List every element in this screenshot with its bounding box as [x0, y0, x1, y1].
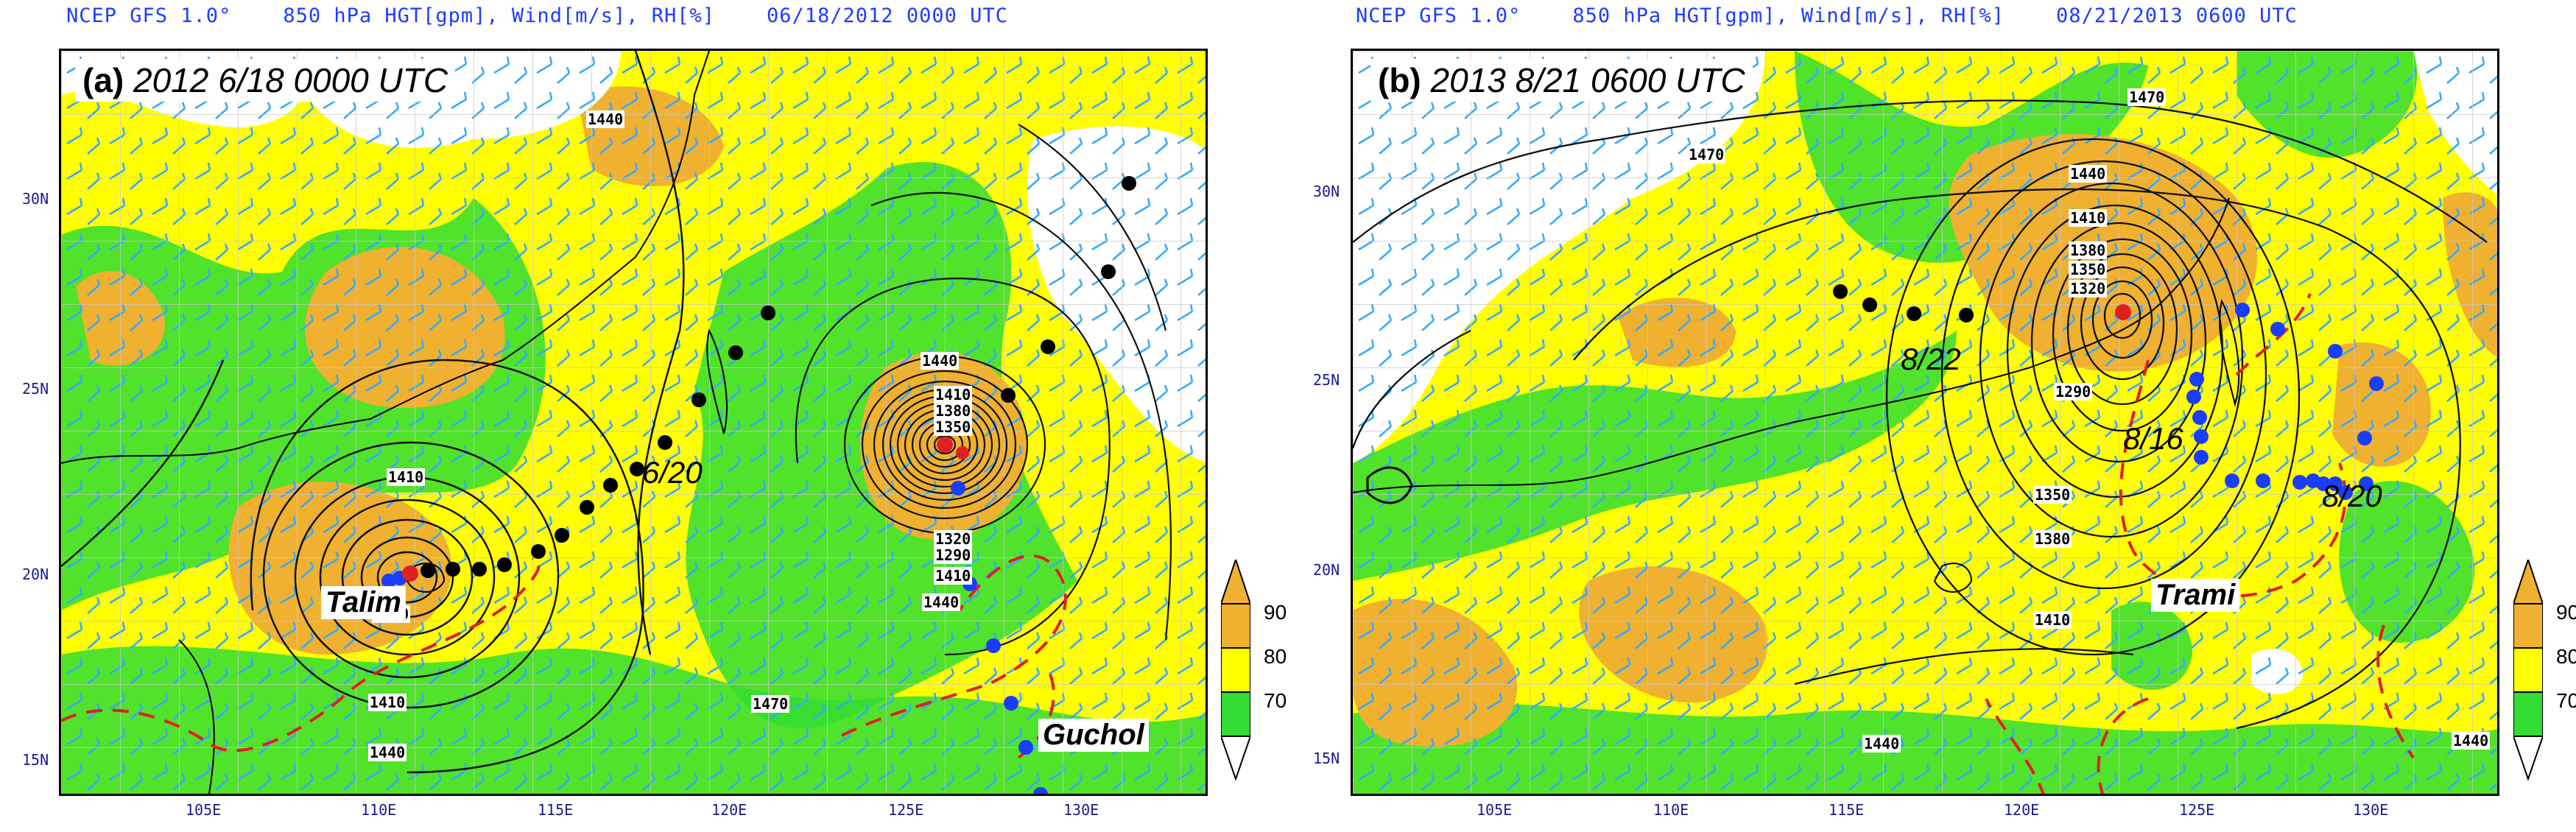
date-label: 8/16: [2123, 421, 2183, 456]
header-datetime: 06/18/2012 0000 UTC: [767, 4, 1008, 27]
panel-header: NCEP GFS 1.0° 850 hPa HGT[gpm], Wind[m/s]…: [1356, 4, 2349, 27]
lat-label: 30N: [1313, 183, 1340, 200]
lat-label: 15N: [1313, 750, 1340, 767]
lon-label: 110E: [1653, 801, 1689, 819]
legend-tick: 80: [1264, 645, 1287, 668]
contour-label: 1380: [2033, 530, 2072, 548]
map-graphic: [61, 51, 1206, 794]
lon-label: 115E: [1829, 801, 1865, 819]
track-talim: [381, 306, 775, 588]
header-fields: 850 hPa HGT[gpm], Wind[m/s], RH[%]: [283, 4, 716, 27]
track-trami-future: [2186, 303, 2384, 500]
lon-label: 130E: [1063, 801, 1099, 819]
contour-label: 1350: [2069, 261, 2108, 278]
lon-label: 120E: [2004, 801, 2040, 819]
legend-tick: 90: [1264, 601, 1287, 624]
coastline-hainan: [1933, 563, 1973, 593]
lon-label: 125E: [888, 801, 924, 819]
storm-label-trami: Trami: [2151, 579, 2240, 612]
lon-label: 120E: [711, 801, 747, 819]
date-label: 6/20: [642, 455, 703, 490]
contour-label: 1470: [1687, 146, 1726, 163]
panel-letter: (a): [82, 61, 124, 99]
contour-label: 1410: [2033, 611, 2072, 629]
legend-colorbar: [2512, 557, 2544, 782]
coastline-taiwan: [2219, 299, 2240, 407]
lat-label: 15N: [22, 751, 49, 769]
lat-label: 25N: [22, 380, 49, 398]
lat-label: 20N: [1313, 561, 1340, 579]
map-graphic: [1353, 51, 2497, 794]
contour-label: 1320: [2069, 280, 2108, 297]
panel-header: NCEP GFS 1.0° 850 hPa HGT[gpm], Wind[m/s]…: [66, 4, 1060, 27]
lon-label: 110E: [361, 801, 397, 819]
contour-label: 1410: [934, 386, 973, 403]
contour-label: 1440: [368, 744, 407, 761]
contour-label: 1290: [2054, 383, 2093, 401]
contour-label: 1410: [2069, 209, 2108, 227]
contour-label: 1440: [586, 110, 625, 128]
panel-letter: (b): [1378, 61, 1421, 99]
coastline: [1366, 466, 1413, 504]
panel-title: (a) 2012 6/18 0000 UTC: [75, 59, 456, 102]
lon-label: 105E: [186, 801, 222, 819]
coastline: [178, 639, 215, 794]
contour-label: 1410: [368, 694, 407, 711]
weather-map: [1351, 49, 2499, 796]
legend-colorbar: [1220, 557, 1252, 782]
panel-datetime: 2013 8/21 0600 UTC: [1430, 61, 1745, 99]
contour-label: 1470: [751, 695, 790, 713]
contour-label: 1440: [921, 352, 960, 370]
contour-label: 1290: [934, 546, 973, 564]
contour-label: 1440: [2069, 165, 2108, 183]
panel-b: NCEP GFS 1.0° 850 hPa HGT[gpm], Wind[m/s]…: [1288, 0, 2576, 832]
lat-label: 30N: [22, 190, 49, 208]
date-label: 8/22: [1901, 342, 1961, 376]
lat-label: 25N: [1313, 371, 1340, 389]
date-label: 8/20: [2322, 479, 2382, 513]
contour-label: 1350: [2033, 486, 2072, 504]
legend-tick: 70: [2556, 689, 2576, 712]
storm-label-talim: Talim: [321, 586, 406, 619]
header-datetime: 08/21/2013 0600 UTC: [2056, 4, 2298, 27]
legend-tick: 70: [1264, 689, 1287, 712]
coastline: [61, 51, 710, 464]
weather-map: [59, 49, 1208, 796]
track-trami-past: [1833, 284, 2131, 322]
lon-label: 105E: [1477, 801, 1513, 819]
panel-a: NCEP GFS 1.0° 850 hPa HGT[gpm], Wind[m/s]…: [22, 4, 1287, 819]
contour-label: 1470: [2128, 88, 2167, 106]
panel-datetime: 2012 6/18 0000 UTC: [133, 61, 448, 99]
contour-label: 1440: [2452, 732, 2491, 750]
contour-label: 1320: [934, 530, 973, 548]
rh-legend: 90 80 70: [2512, 557, 2576, 784]
storm-label-guchol: Guchol: [1038, 719, 1149, 752]
lat-label: 20N: [22, 565, 49, 583]
contour-label: 1440: [1862, 735, 1901, 752]
lon-label: 115E: [538, 801, 574, 819]
coastline: [1353, 197, 2230, 493]
lon-label: 130E: [2353, 801, 2389, 819]
contour-label: 1410: [934, 567, 973, 585]
lon-label: 125E: [2179, 801, 2215, 819]
legend-tick: 90: [2556, 601, 2576, 624]
graticule: [1353, 51, 2497, 794]
header-model: NCEP GFS 1.0°: [1356, 4, 1521, 27]
panel-title: (b) 2013 8/21 0600 UTC: [1370, 59, 1753, 102]
contour-label: 1440: [922, 593, 961, 611]
contour-label: 1350: [934, 418, 973, 436]
graticule: [61, 51, 1206, 794]
legend-tick: 80: [2556, 645, 2576, 668]
height-contours: [61, 51, 685, 774]
contour-label: 1380: [934, 402, 973, 420]
contour-label: 1380: [2069, 242, 2108, 259]
rh-legend: 90 80 70: [1220, 557, 1287, 784]
height-contours: [1353, 99, 2488, 730]
contour-label: 1410: [387, 468, 426, 486]
coastline-taiwan: [706, 328, 728, 434]
header-model: NCEP GFS 1.0°: [66, 4, 232, 27]
header-fields: 850 hPa HGT[gpm], Wind[m/s], RH[%]: [1572, 4, 2005, 27]
